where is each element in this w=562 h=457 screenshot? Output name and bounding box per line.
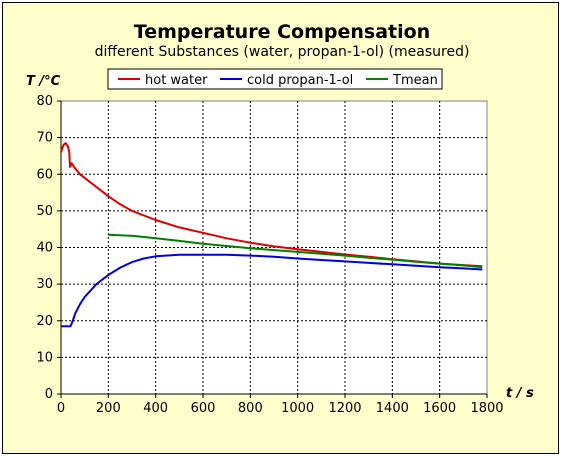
data-series — [60, 142, 483, 328]
legend-box — [107, 68, 443, 90]
y-tick-label: 40 — [36, 241, 53, 256]
x-tick-label: 1400 — [376, 401, 409, 416]
x-tick-label: 200 — [96, 401, 121, 416]
y-tick-labels: 0 10 20 30 40 50 60 70 80 — [36, 94, 53, 402]
x-axis-label: t / s — [506, 386, 534, 401]
y-tick-label: 80 — [36, 94, 53, 109]
series-line-tmean — [108, 233, 483, 269]
x-tick-label: 1000 — [281, 401, 314, 416]
series-line-cold-propanol — [61, 253, 483, 328]
chart-title: Temperature Compensation — [134, 21, 430, 43]
y-tick-label: 30 — [36, 277, 53, 292]
legend-label-cold-propanol: cold propan-1-ol — [247, 73, 353, 88]
y-tick-label: 10 — [36, 350, 53, 365]
x-tick-label: 1800 — [470, 401, 503, 416]
plot-area: 0 10 20 30 40 50 60 70 80 0 200 400 600 800 1000 1200 1… — [36, 94, 503, 416]
x-tick-label: 800 — [238, 401, 263, 416]
y-tick-label: 0 — [45, 387, 53, 402]
legend-label-hot-water: hot water — [145, 73, 208, 88]
x-tick-label: 600 — [191, 401, 216, 416]
x-tick-label: 1200 — [328, 401, 361, 416]
chart-subtitle: different Substances (water, propan-1-ol… — [95, 44, 470, 60]
x-tick-label: 0 — [57, 401, 65, 416]
y-axis-label: T /°C — [26, 74, 61, 89]
y-tick-label: 60 — [36, 167, 53, 182]
y-tick-label: 50 — [36, 204, 53, 219]
gridlines — [57, 100, 488, 398]
x-tick-label: 400 — [143, 401, 168, 416]
y-tick-label: 70 — [36, 131, 53, 146]
y-tick-label: 20 — [36, 314, 53, 329]
x-tick-labels: 0 200 400 600 800 1000 1200 1400 1600 1800 — [57, 401, 504, 416]
x-tick-label: 1600 — [423, 401, 456, 416]
legend-label-tmean: Tmean — [392, 73, 438, 88]
legend: hot water cold propan-1-ol Tmean — [107, 68, 443, 90]
